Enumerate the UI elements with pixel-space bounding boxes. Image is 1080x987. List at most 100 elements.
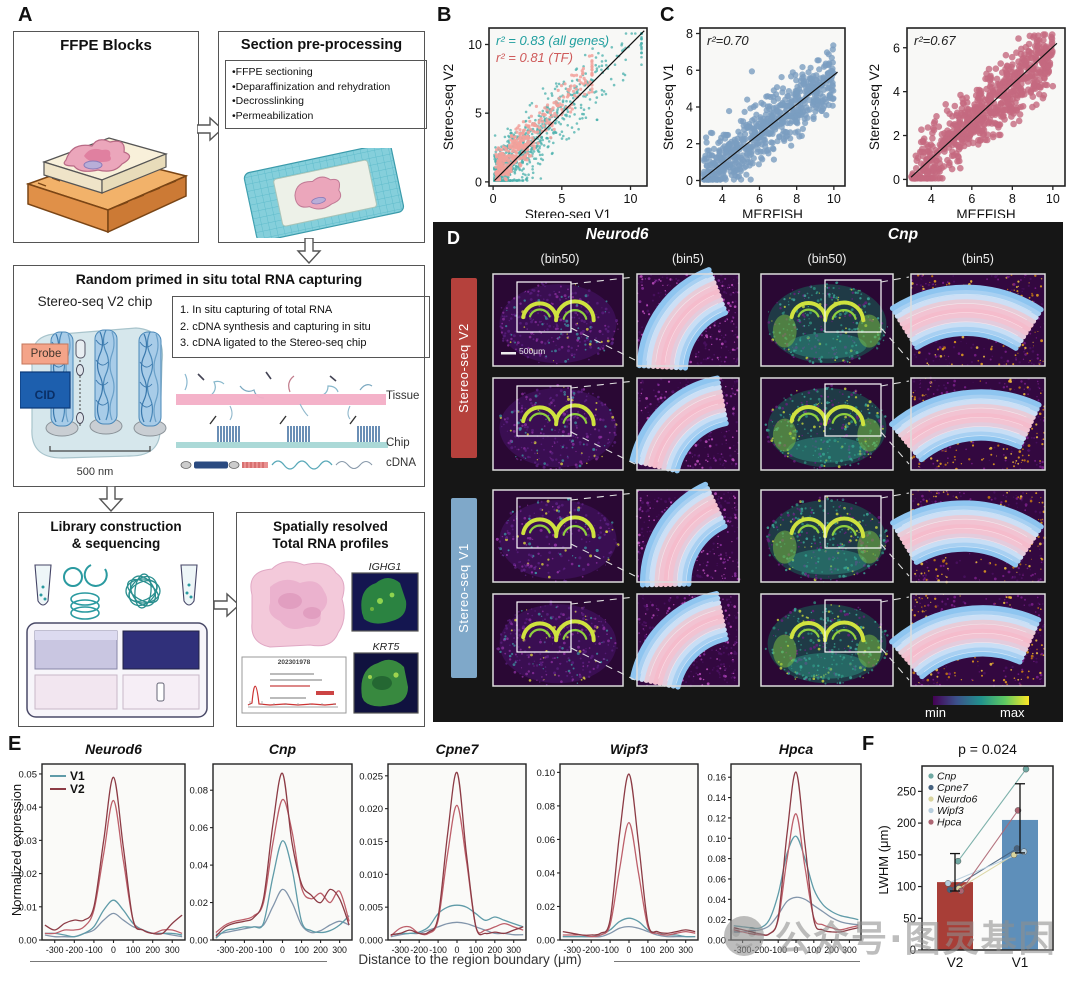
row-label-text: Stereo-seq V2 bbox=[456, 323, 471, 413]
svg-text:Stereo-seq V1: Stereo-seq V1 bbox=[525, 207, 611, 218]
ffpe-blocks-title: FFPE Blocks bbox=[60, 37, 152, 54]
profiles-box: Spatially resolved Total RNA profiles IG… bbox=[236, 512, 425, 727]
list-item: •FFPE sectioning bbox=[232, 66, 313, 78]
tissue-image-cell bbox=[630, 591, 740, 690]
preprocessing-box: Section pre-processing •FFPE sectioning •… bbox=[218, 31, 427, 243]
svg-text:4: 4 bbox=[893, 85, 900, 99]
axis-label-rule-right bbox=[614, 961, 860, 962]
panel-d-label: D bbox=[447, 228, 460, 248]
tissue-label: Tissue bbox=[386, 390, 420, 402]
profile-gene2-label: KRT5 bbox=[372, 641, 400, 653]
library-illustration bbox=[26, 564, 208, 718]
svg-text:6: 6 bbox=[893, 41, 900, 55]
preprocessing-title: Section pre-processing bbox=[240, 37, 403, 53]
axis-label-rule-left bbox=[30, 961, 327, 962]
tissue-image-cell bbox=[760, 377, 894, 471]
arrow-down-icon bbox=[98, 486, 124, 512]
rna-ball-illustration bbox=[125, 573, 161, 609]
gene-header-cnp: Cnp bbox=[887, 226, 919, 243]
arrow-right-icon bbox=[197, 116, 223, 142]
profiles-title-line2: Total RNA profiles bbox=[272, 535, 389, 551]
svg-text:8: 8 bbox=[793, 192, 800, 206]
arrow-right-icon bbox=[214, 592, 240, 618]
svg-text:6: 6 bbox=[686, 64, 693, 78]
profiles-title-line1: Spatially resolved bbox=[273, 519, 388, 534]
row-label-stereo-seq-v1: Stereo-seq V1 bbox=[451, 498, 477, 678]
preprocessing-bullets: •FFPE sectioning •Deparaffinization and r… bbox=[225, 60, 427, 129]
tissue-image-cell bbox=[635, 481, 741, 588]
tissue-image-cell bbox=[760, 273, 894, 367]
capture-scheme-illustration bbox=[176, 371, 388, 470]
svg-text:4: 4 bbox=[719, 192, 726, 206]
svg-text:r²=0.67: r²=0.67 bbox=[914, 33, 956, 48]
colorbar-max-label: max bbox=[1000, 705, 1025, 720]
svg-text:10: 10 bbox=[1046, 192, 1060, 206]
panel-a-label: A bbox=[18, 4, 33, 26]
list-item: •Permeabilization bbox=[232, 110, 314, 123]
capture-steps: 1. In situ capturing of total RNA 2. cDNA… bbox=[172, 296, 430, 358]
e-x-axis-label: Distance to the region boundary (μm) bbox=[358, 952, 582, 967]
svg-text:6: 6 bbox=[968, 192, 975, 206]
tissue-image-cell bbox=[760, 489, 894, 583]
svg-text:5: 5 bbox=[475, 107, 482, 121]
svg-text:10: 10 bbox=[468, 38, 482, 52]
ffpe-blocks-box: FFPE Blocks bbox=[13, 31, 199, 243]
svg-text:r²=0.70: r²=0.70 bbox=[707, 33, 749, 48]
list-item: 3. cDNA ligated to the Stereo-seq chip bbox=[180, 337, 367, 349]
cid-label: CID bbox=[34, 388, 56, 402]
cdna-label: cDNA bbox=[386, 457, 417, 469]
qc-chart-title: 202301978 bbox=[277, 659, 311, 666]
tissue-image-cell bbox=[760, 593, 894, 687]
chip-label: Stereo-seq V2 chip bbox=[37, 294, 153, 309]
svg-text:4: 4 bbox=[686, 101, 693, 115]
tissue-image-cell bbox=[492, 489, 624, 583]
tissue-image-cell bbox=[889, 593, 1046, 688]
svg-text:2: 2 bbox=[686, 137, 693, 151]
scale-bar-label: 500μm bbox=[519, 346, 546, 356]
row-label-stereo-seq-v2: Stereo-seq V2 bbox=[451, 278, 477, 458]
svg-text:MEFFISH: MEFFISH bbox=[956, 207, 1015, 218]
svg-text:8: 8 bbox=[1009, 192, 1016, 206]
svg-text:Stereo-seq V2: Stereo-seq V2 bbox=[441, 64, 456, 150]
library-title-line1: Library construction bbox=[50, 519, 182, 534]
watermark-text: 公众号·图灵基因 bbox=[775, 919, 1057, 960]
svg-text:0: 0 bbox=[686, 174, 693, 188]
svg-text:0: 0 bbox=[893, 173, 900, 187]
tissue-image-cell bbox=[890, 489, 1046, 584]
list-item: •Deparaffinization and rehydration bbox=[232, 80, 391, 93]
watermark-logo-icon bbox=[724, 916, 764, 956]
gene-header-neurod6: Neurod6 bbox=[585, 226, 649, 243]
svg-text:MERFISH: MERFISH bbox=[742, 207, 803, 218]
tissue-image-cell bbox=[636, 267, 740, 371]
tissue-image-cell bbox=[492, 377, 624, 471]
panel-d-image-grid bbox=[433, 222, 1063, 722]
ffpe-block-illustration bbox=[25, 137, 189, 234]
svg-text:10: 10 bbox=[827, 192, 841, 206]
svg-text:10: 10 bbox=[624, 192, 638, 206]
svg-text:r² = 0.83 (all genes): r² = 0.83 (all genes) bbox=[496, 33, 609, 48]
svg-text:4: 4 bbox=[928, 192, 935, 206]
svg-text:5: 5 bbox=[558, 192, 565, 206]
pitch-label: 500 nm bbox=[76, 466, 114, 478]
tissue-image-cell bbox=[889, 273, 1046, 367]
watermark: 公众号·图灵基因 bbox=[722, 910, 1057, 962]
tissue-image-cell bbox=[889, 376, 1046, 471]
arrow-down-icon bbox=[296, 238, 322, 264]
panel-e-label: E bbox=[8, 733, 22, 755]
bin-header: (bin5) bbox=[962, 252, 994, 266]
bin-header: (bin5) bbox=[672, 252, 704, 266]
rna-capture-box: Random primed in situ total RNA capturin… bbox=[13, 265, 430, 487]
expression-line-charts: 0.000.010.020.030.040.05-300 -200 -100 0 100… bbox=[19, 741, 862, 955]
colorbar-min-label: min bbox=[925, 705, 946, 720]
svg-text:8: 8 bbox=[686, 27, 693, 41]
tissue-image-cell bbox=[492, 593, 624, 687]
profile-gene1-label: IGHG1 bbox=[368, 561, 402, 573]
chip-line-label: Chip bbox=[386, 437, 410, 449]
svg-text:0: 0 bbox=[490, 192, 497, 206]
tissue-slide-illustration bbox=[243, 148, 405, 238]
tissue-image-cell bbox=[629, 375, 740, 474]
panel-c-label: C bbox=[660, 4, 675, 26]
